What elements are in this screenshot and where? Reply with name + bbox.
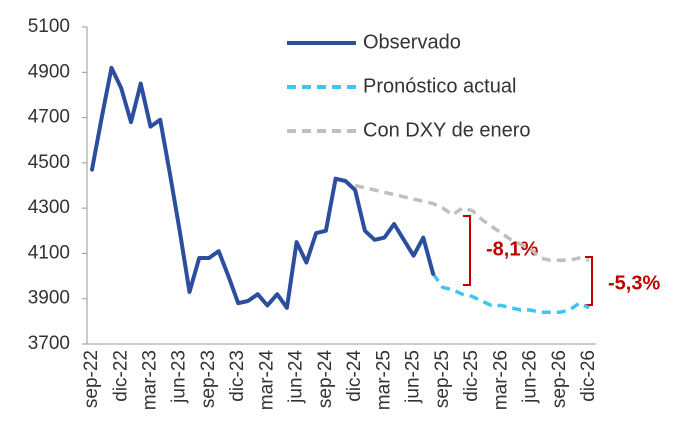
x-tick-label: dic-24 [344, 350, 365, 402]
annotation: -5,3% [608, 272, 660, 294]
x-tick-label: jun-26 [520, 350, 541, 404]
y-tick-label: 4100 [28, 242, 70, 263]
x-tick-label: dic-23 [227, 350, 248, 402]
x-tick-label: dic-25 [461, 350, 482, 402]
y-tick-label: 4700 [28, 107, 70, 128]
x-tick-label: dic-26 [578, 350, 599, 402]
x-tick-label: mar-23 [139, 350, 160, 410]
series-line [354, 183, 590, 262]
x-tick-label: sep-25 [432, 350, 453, 408]
annotation: -8,1% [486, 238, 538, 260]
x-tick-label: jun-23 [169, 350, 190, 404]
x-tick-label: mar-24 [256, 350, 277, 411]
bracket [463, 215, 593, 306]
legend-label: Observado [363, 31, 461, 53]
legend-label: Pronóstico actual [363, 75, 516, 97]
x-tick-label: sep-22 [81, 350, 102, 408]
x-tick-label: jun-24 [286, 350, 307, 404]
x-tick-label: mar-26 [490, 350, 511, 410]
y-tick-label: 4500 [28, 152, 70, 173]
x-tick-label: dic-22 [110, 350, 131, 402]
x-tick-label: sep-24 [315, 350, 336, 409]
x-tick-label: mar-25 [373, 350, 394, 410]
y-tick-label: 4900 [28, 61, 70, 82]
series-line [431, 272, 590, 315]
y-tick-label: 4300 [28, 197, 70, 218]
y-tick-label: 3700 [28, 333, 70, 354]
x-tick-label: sep-23 [198, 350, 219, 408]
x-tick-label: jun-25 [403, 350, 424, 404]
legend-label: Con DXY de enero [363, 119, 531, 141]
series-line [90, 65, 436, 310]
y-tick-label: 3900 [28, 288, 70, 309]
y-tick-label: 5100 [28, 16, 70, 37]
x-tick-label: sep-26 [549, 350, 570, 408]
